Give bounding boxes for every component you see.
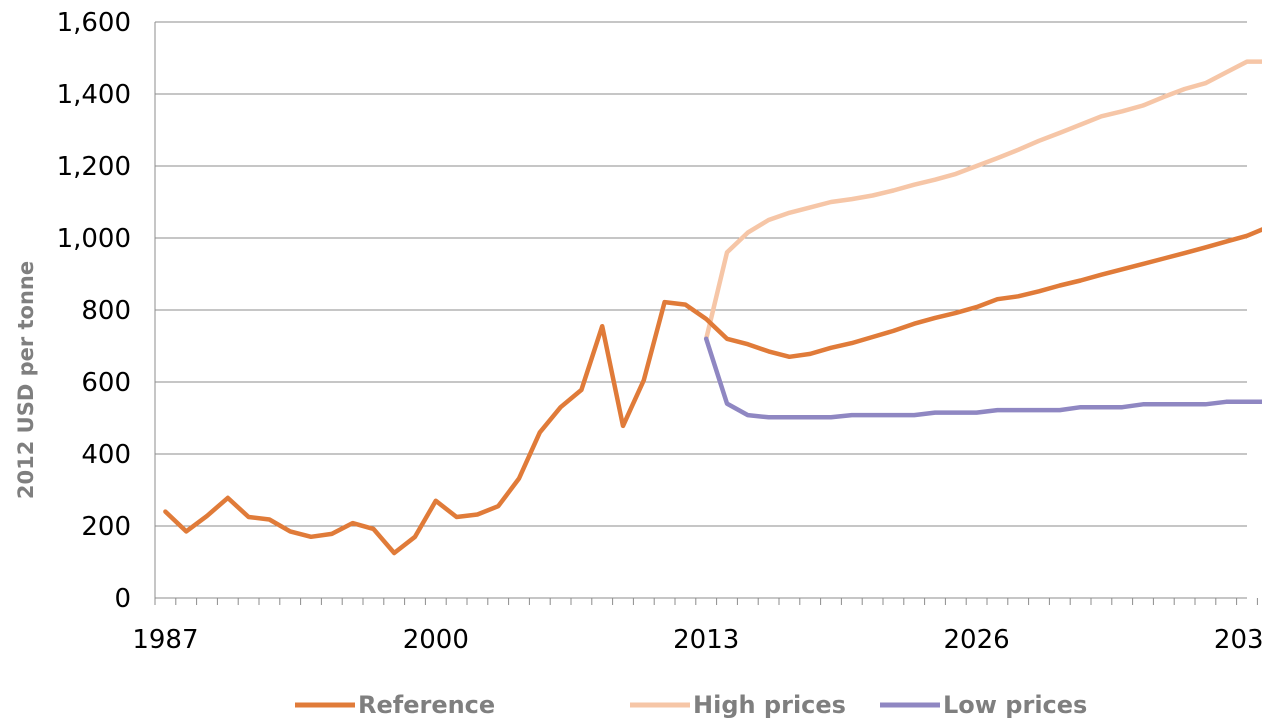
- legend-item: Low prices: [880, 691, 1087, 719]
- y-axis-tick-labels: 0 200 400 600 800 1,000 1,200 1,400 1,600: [57, 8, 131, 614]
- x-axis: 1987 2000 2013 2026 2039: [132, 597, 1262, 655]
- legend: Reference High prices Low prices: [295, 691, 1087, 719]
- series-line-high-prices: [703, 59, 1262, 342]
- y-tick-label: 600: [81, 368, 131, 398]
- x-tick-label: 1987: [132, 625, 198, 655]
- y-tick-label: 1,600: [57, 8, 131, 38]
- y-axis-title: 2012 USD per tonne: [14, 261, 38, 499]
- y-tick-label: 1,000: [57, 224, 131, 254]
- gridlines: [154, 21, 1247, 598]
- x-tick-label: 2000: [403, 625, 469, 655]
- series-lines: [163, 59, 1262, 556]
- legend-label: Reference: [358, 691, 495, 719]
- legend-item: High prices: [630, 691, 846, 719]
- y-tick-label: 0: [114, 584, 131, 614]
- y-tick-label: 200: [81, 512, 131, 542]
- y-tick-label: 1,400: [57, 80, 131, 110]
- legend-label: High prices: [693, 691, 846, 719]
- y-tick-label: 800: [81, 296, 131, 326]
- legend-label: Low prices: [943, 691, 1087, 719]
- x-tick-label: 2026: [944, 625, 1010, 655]
- legend-item: Reference: [295, 691, 495, 719]
- x-tick-label: 2039: [1214, 625, 1262, 655]
- y-tick-label: 400: [81, 440, 131, 470]
- series-line-low-prices: [703, 336, 1262, 420]
- series-line-reference: [163, 227, 1262, 556]
- y-tick-label: 1,200: [57, 152, 131, 182]
- x-tick-label: 2013: [673, 625, 739, 655]
